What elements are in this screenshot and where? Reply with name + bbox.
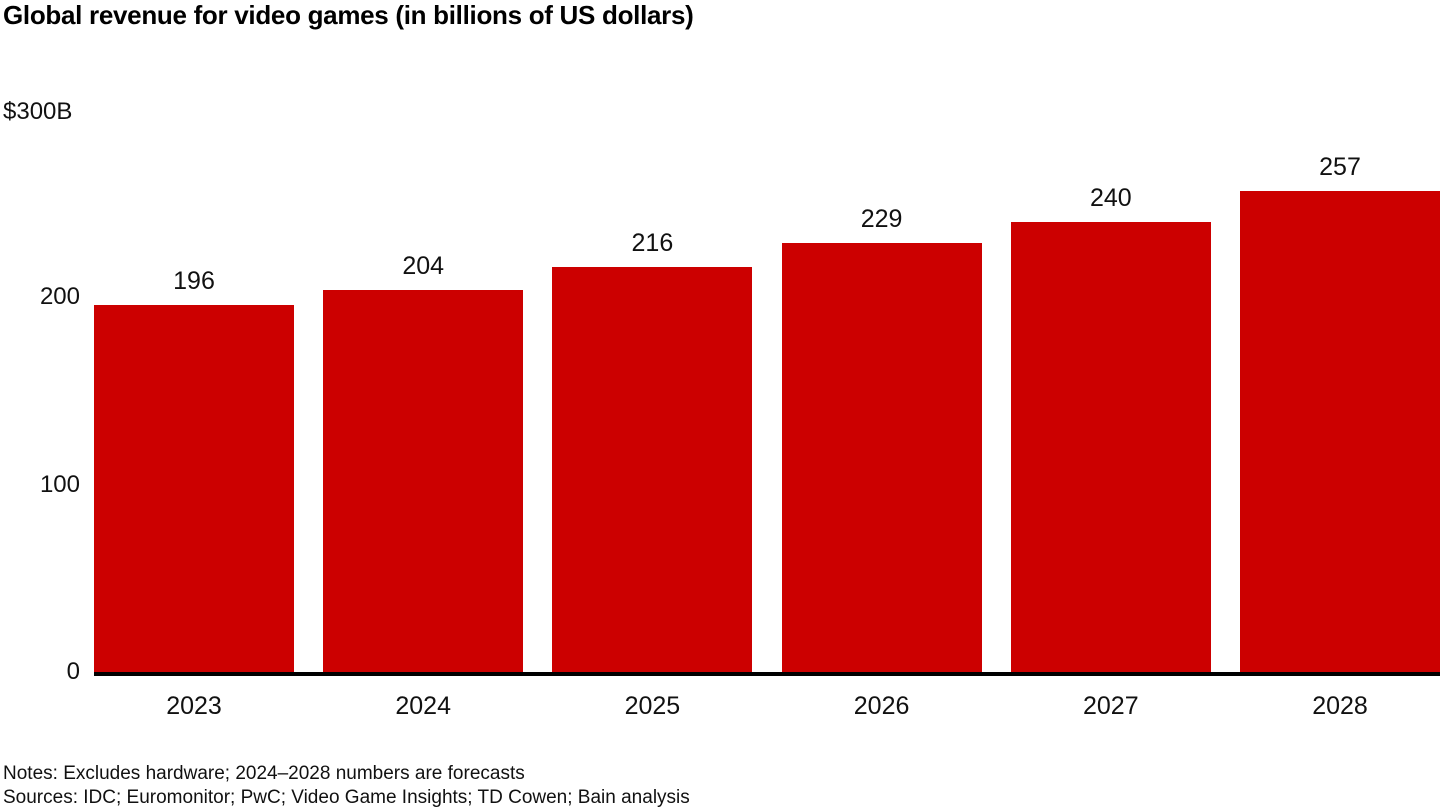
y-axis-tick-label: 0 — [66, 658, 80, 685]
bar-value-label: 229 — [860, 205, 903, 233]
bar-value-label: 204 — [402, 251, 445, 280]
bar-value-label: 257 — [1319, 152, 1361, 181]
bar-2023 — [94, 304, 294, 672]
bar-2027 — [1010, 222, 1211, 672]
x-axis-tick-label: 2027 — [1082, 692, 1139, 720]
x-axis-line — [94, 672, 1440, 676]
bar-2024 — [323, 289, 524, 672]
bar-2026 — [781, 243, 982, 672]
bar-value-label: 196 — [173, 266, 215, 295]
x-axis-tick-label: 2028 — [1312, 692, 1368, 720]
bar-2028 — [1240, 190, 1440, 672]
bar-value-label: 216 — [631, 229, 674, 258]
y-axis-tick-label: 200 — [39, 283, 80, 311]
x-axis-tick-label: 2026 — [853, 692, 910, 720]
y-axis-tick-label: 100 — [39, 470, 80, 498]
chart-footnotes: Notes: Excludes hardware; 2024–2028 numb… — [3, 762, 690, 809]
footnote-sources: Sources: IDC; Euromonitor; PwC; Video Ga… — [3, 786, 690, 808]
x-axis-tick-label: 2024 — [395, 692, 451, 720]
bar-value-label: 240 — [1089, 184, 1132, 213]
bar-2025 — [552, 267, 753, 672]
chart-title: Global revenue for video games (in billi… — [3, 0, 694, 30]
footnote-notes: Notes: Excludes hardware; 2024–2028 numb… — [3, 763, 525, 784]
x-axis-tick-label: 2025 — [624, 692, 681, 720]
y-axis-max-label: $300B — [3, 98, 73, 125]
x-axis-tick-label: 2023 — [166, 692, 222, 720]
